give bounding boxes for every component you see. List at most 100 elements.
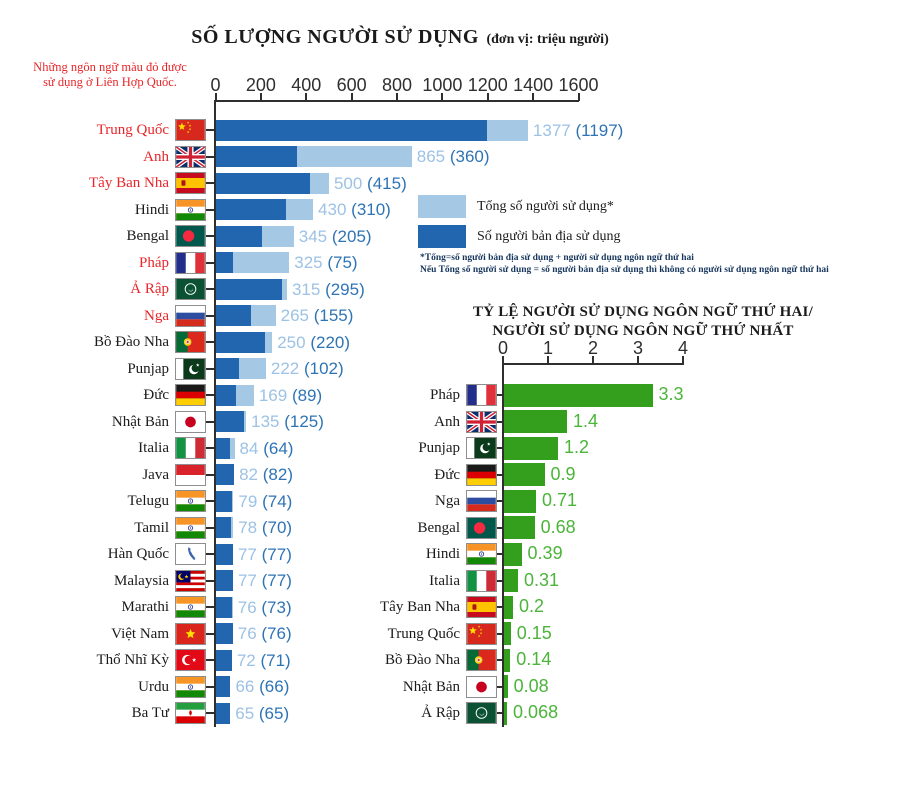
language-label: Malaysia bbox=[114, 572, 169, 589]
axis-tick bbox=[577, 93, 580, 101]
native-users-bar bbox=[215, 199, 286, 220]
axis-tick-label: 200 bbox=[245, 75, 276, 95]
total-value: 77 bbox=[237, 571, 257, 590]
language-label: Bengal bbox=[417, 519, 461, 536]
axis-tick-label: 600 bbox=[336, 75, 367, 95]
india-flag-icon bbox=[175, 596, 206, 618]
axis-tick-label: 1000 bbox=[422, 75, 463, 95]
ratio-chart-title-line1: TỶ LỆ NGƯỜI SỬ DỤNG NGÔN NGỮ THỨ HAI/ bbox=[473, 304, 813, 320]
native-users-bar bbox=[215, 596, 233, 618]
row-tick bbox=[497, 685, 503, 688]
y-axis-line bbox=[501, 363, 504, 727]
bangladesh-flag-icon bbox=[175, 225, 206, 247]
native-users-bar bbox=[215, 437, 231, 459]
total-value: 250 bbox=[277, 332, 306, 352]
portugal-flag-icon bbox=[466, 649, 497, 671]
native-value: (76) bbox=[261, 624, 292, 643]
language-label: Anh bbox=[143, 148, 169, 165]
ratio-bar bbox=[504, 489, 536, 513]
total-value: 76 bbox=[237, 624, 257, 643]
row-tick bbox=[497, 712, 503, 714]
row-tick bbox=[497, 659, 503, 661]
bar-value: 0.9 bbox=[550, 463, 576, 484]
bar-value: 265 (155) bbox=[281, 305, 354, 326]
native-users-bar bbox=[215, 252, 233, 273]
native-users-bar bbox=[215, 331, 266, 353]
bar-value: 345 (205) bbox=[299, 226, 372, 247]
axis-tick-label: 1600 bbox=[558, 75, 599, 95]
axis-tick bbox=[441, 93, 444, 101]
legend-total-label: Tổng số người sử dụng* bbox=[477, 199, 614, 214]
ratio-chart-title: TỶ LỆ NGƯỜI SỬ DỤNG NGÔN NGỮ THỨ HAI/ NG… bbox=[408, 303, 878, 341]
india-flag-icon bbox=[175, 490, 206, 512]
row-tick bbox=[206, 394, 215, 396]
language-label: Tamil bbox=[134, 519, 169, 536]
footnote-line1: *Tổng=số người bản địa sử dụng + người s… bbox=[420, 253, 694, 263]
row-tick bbox=[206, 420, 215, 423]
language-label: Italia bbox=[138, 440, 169, 456]
bar-value: 78 (70) bbox=[238, 517, 292, 538]
total-value: 265 bbox=[280, 306, 309, 325]
row-tick bbox=[497, 447, 503, 449]
india-flag-icon bbox=[175, 516, 206, 539]
row-tick bbox=[206, 367, 215, 370]
bar-value: 72 (71) bbox=[237, 650, 291, 671]
uk-flag-icon bbox=[466, 410, 497, 433]
language-label: Italia bbox=[429, 572, 460, 589]
korea-flag-icon bbox=[175, 543, 206, 565]
row-tick bbox=[206, 606, 215, 608]
ratio-bar bbox=[504, 648, 511, 672]
bar-value: 79 (74) bbox=[238, 491, 292, 512]
row-tick bbox=[206, 632, 215, 635]
language-label: Nga bbox=[435, 493, 460, 509]
language-label: Thổ Nhĩ Kỳ bbox=[96, 652, 170, 668]
language-label: Ả Rập bbox=[130, 281, 169, 297]
bar-value: 250 (220) bbox=[277, 332, 350, 353]
bar-value: 135 (125) bbox=[251, 411, 324, 432]
russia-flag-icon bbox=[466, 490, 497, 512]
bar-value: 315 (295) bbox=[292, 279, 365, 300]
row-tick bbox=[206, 553, 215, 555]
bar-value: 65 (65) bbox=[235, 703, 289, 724]
language-label: Hindi bbox=[134, 201, 169, 218]
total-value: 84 bbox=[239, 438, 259, 458]
ratio-bar bbox=[504, 675, 508, 698]
total-value: 865 bbox=[416, 147, 446, 166]
bar-value: 1.2 bbox=[564, 437, 590, 457]
total-value: 500 bbox=[333, 173, 363, 193]
axis-tick bbox=[637, 356, 639, 364]
bar-value: 0.14 bbox=[516, 649, 552, 669]
total-value: 79 bbox=[238, 491, 258, 511]
native-value: (415) bbox=[367, 173, 407, 193]
ratio-bar bbox=[504, 516, 535, 539]
total-value: 325 bbox=[294, 253, 323, 272]
bar-value: 0.68 bbox=[540, 516, 576, 537]
language-label: Bengal bbox=[126, 228, 170, 244]
bar-value: 0.068 bbox=[513, 702, 559, 722]
native-users-bar bbox=[215, 649, 232, 671]
language-label: Đức bbox=[143, 387, 169, 403]
axis-tick-label: 1400 bbox=[513, 75, 554, 95]
native-users-bar bbox=[215, 172, 310, 194]
language-label: Urdu bbox=[138, 678, 169, 695]
legend-native-swatch bbox=[418, 225, 466, 248]
row-tick bbox=[206, 288, 215, 290]
footnote-line2: Nếu Tổng số người sử dụng = số người bản… bbox=[420, 264, 829, 275]
row-tick bbox=[206, 129, 215, 131]
ratio-bar bbox=[504, 569, 518, 592]
bar-value: 0.39 bbox=[527, 543, 563, 563]
total-value: 315 bbox=[291, 279, 321, 299]
china-flag-icon bbox=[175, 119, 206, 141]
axis-tick bbox=[682, 356, 684, 364]
ratio-bar bbox=[504, 595, 513, 619]
native-value: (220) bbox=[310, 332, 351, 352]
ratio-bar bbox=[504, 383, 653, 407]
total-value: 169 bbox=[258, 385, 288, 405]
total-value: 1377 bbox=[532, 120, 571, 140]
native-users-bar bbox=[215, 676, 231, 697]
row-tick bbox=[206, 712, 215, 714]
row-tick bbox=[206, 579, 215, 582]
bar-value: 325 (75) bbox=[294, 252, 357, 273]
axis-tick bbox=[259, 93, 262, 101]
bar-value: 76 (73) bbox=[238, 597, 292, 618]
